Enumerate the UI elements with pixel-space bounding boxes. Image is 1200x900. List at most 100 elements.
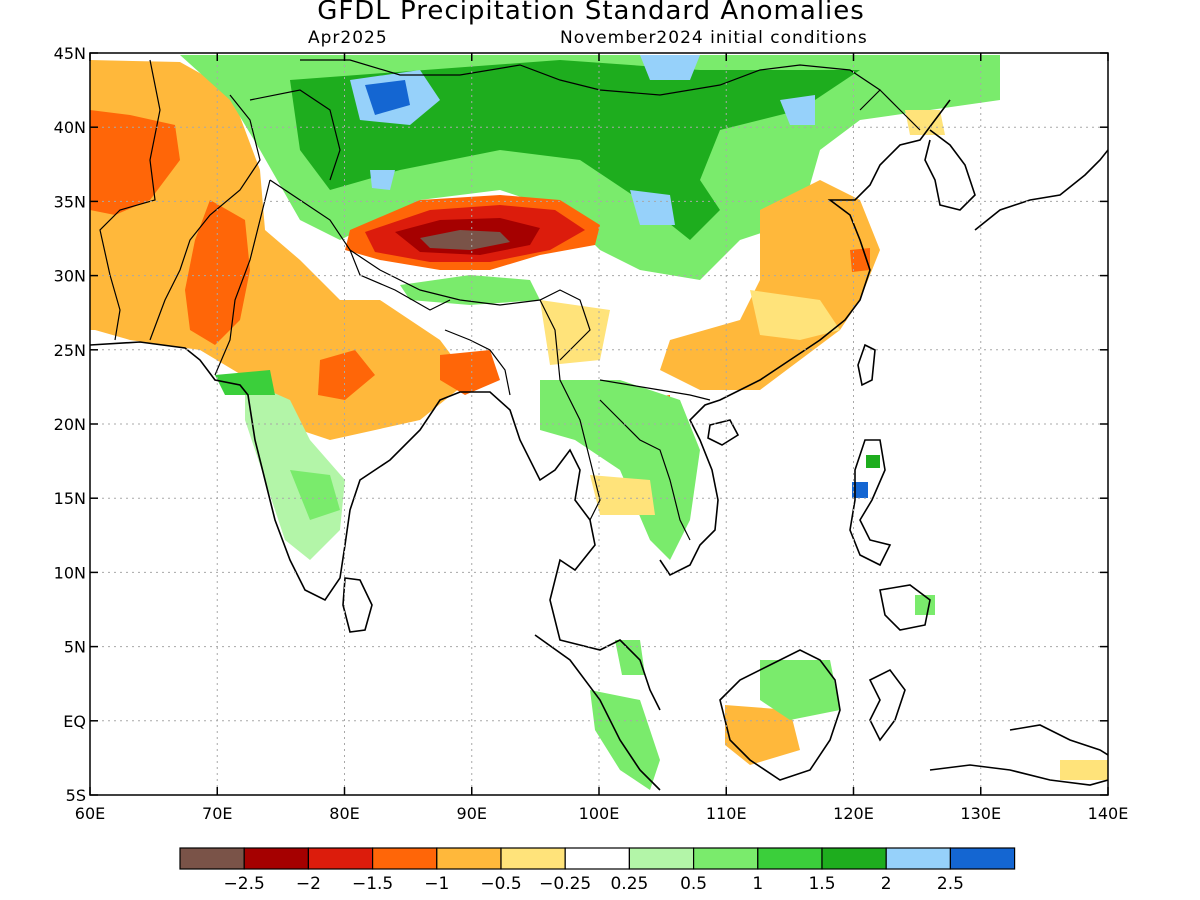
colorbar-swatch: [307, 847, 374, 870]
border-bangladesh: [444, 329, 511, 396]
coastline-japan: [974, 149, 1108, 231]
colorbar-label: 2: [881, 874, 892, 894]
anomaly-tibet-max: [420, 230, 510, 250]
anomaly-se-china-dry: [660, 180, 880, 390]
anomaly-korea-dry: [905, 110, 945, 135]
coastline-mindanao: [879, 584, 931, 631]
anomaly-mongolia-deepblue: [365, 80, 410, 115]
colorbar-label: −0.25: [539, 874, 591, 894]
anomaly-field: [90, 55, 1108, 790]
border-china-northeast: [879, 89, 921, 131]
lon-tick-label: 80E: [329, 804, 359, 823]
anomaly-iran-afghanistan: [90, 60, 470, 440]
colorbar-swatch: [372, 847, 438, 870]
anomaly-gansu-blue: [630, 190, 675, 225]
coastline-sri-lanka: [342, 577, 373, 633]
lat-tick-label: 40N: [54, 118, 86, 137]
colorbar-swatch: [500, 847, 566, 870]
border-nepal: [349, 249, 451, 311]
lat-tick-label: EQ: [63, 712, 86, 731]
coastline-luzon: [849, 439, 892, 567]
colorbar-label: 0.5: [680, 874, 707, 894]
anomaly-borneo-dry: [725, 705, 800, 765]
colorbar-label: 2.5: [937, 874, 964, 894]
coastline-arabian-sea: [90, 341, 661, 711]
lat-tick-label: 20N: [54, 415, 86, 434]
border-pakistan-india: [214, 179, 271, 376]
anomaly-malaya-wet: [615, 640, 645, 675]
colorbar-swatch: [243, 847, 309, 870]
anomaly-afghanistan-strong: [90, 110, 180, 215]
anomaly-himalaya-wet: [400, 275, 540, 305]
anomaly-ne-blue: [780, 95, 815, 125]
lat-tick-label: 35N: [54, 192, 86, 211]
colorbar-swatch: [949, 847, 1016, 870]
anomaly-xinjiang-blue: [370, 170, 395, 190]
anomaly-mindanao-wet: [915, 595, 935, 615]
colorbar-swatch: [628, 847, 695, 870]
border-india-china: [269, 179, 591, 361]
coastline-java: [929, 764, 1108, 786]
valid-month-label: Apr2025: [308, 28, 388, 48]
lon-tick-label: 120E: [833, 804, 874, 823]
border-myanmar: [539, 299, 601, 521]
colorbar: −2.5 −2 −1.5 −1 −0.5 −0.25 0.25 0.5 1 1.5 2 2.5: [179, 847, 1016, 894]
lon-tick-label: 140E: [1088, 804, 1129, 823]
colorbar-swatch: [564, 847, 631, 870]
colorbar-label: 0.25: [610, 874, 648, 894]
border-vietnam-china: [599, 379, 711, 401]
colorbar-label: 1.5: [808, 874, 835, 894]
colorbar-swatch: [821, 847, 887, 870]
colorbar-label: −1.5: [352, 874, 393, 894]
lon-tick-label: 70E: [202, 804, 232, 823]
border-laos-thailand: [599, 399, 691, 541]
anomaly-myanmar-dry: [540, 300, 610, 365]
coastline-taiwan: [857, 343, 876, 387]
coastline-new-guinea: [1009, 724, 1108, 756]
map-title: GFDL Precipitation Standard Anomalies: [317, 0, 865, 26]
colorbar-swatch: [692, 847, 759, 870]
colorbar-swatch: [885, 847, 952, 870]
lon-tick-label: 100E: [579, 804, 620, 823]
lat-tick-label: 25N: [54, 341, 86, 360]
lon-tick-label: 60E: [75, 804, 105, 823]
lon-tick-label: 110E: [706, 804, 747, 823]
lon-tick-label: 90E: [457, 804, 487, 823]
country-borders: [99, 59, 921, 541]
anomaly-bangladesh: [440, 350, 500, 395]
lat-tick-label: 15N: [54, 489, 86, 508]
coastline-korea: [924, 129, 976, 211]
colorbar-label: −2: [296, 874, 321, 894]
anomaly-sumatra-wet: [590, 690, 660, 790]
colorbar-swatch: [436, 847, 502, 870]
border-afghanistan-pakistan: [149, 94, 261, 341]
colorbar-swatch: [757, 847, 823, 870]
colorbar-swatch: [179, 847, 245, 870]
colorbar-label: −2.5: [224, 874, 265, 894]
lat-tick-label: 5S: [66, 786, 86, 805]
anomaly-western-ghats: [215, 370, 275, 395]
colorbar-label: 1: [752, 874, 763, 894]
coastline-borneo: [719, 649, 841, 781]
coastline-sulawesi: [868, 668, 906, 742]
anomaly-central-india: [318, 350, 375, 400]
border-kazakhstan-china: [249, 89, 341, 181]
coastline-sumatra: [534, 634, 661, 791]
lat-tick-label: 5N: [64, 638, 86, 657]
anomaly-new-guinea-dry: [1060, 760, 1108, 780]
colorbar-label: −0.5: [480, 874, 521, 894]
anomaly-northern-blue: [640, 55, 700, 80]
anomaly-luzon-wet: [866, 455, 880, 468]
init-conditions-label: November2024 initial conditions: [560, 28, 868, 48]
lat-tick-label: 30N: [54, 267, 86, 286]
longitude-axis: 60E 70E 80E 90E 100E 110E 120E 130E 140E: [75, 53, 1129, 823]
lon-tick-label: 130E: [960, 804, 1001, 823]
lat-tick-label: 45N: [54, 44, 86, 63]
border-mongolia: [300, 59, 881, 111]
anomaly-luzon-deepblue: [852, 482, 868, 498]
latitude-axis: 45N 40N 35N 30N 25N 20N 15N 10N 5N EQ 5S: [54, 44, 1108, 805]
anomaly-se-china-yellow: [750, 290, 840, 340]
anomaly-indochina-wet: [540, 380, 700, 560]
anomaly-borneo-wet: [760, 660, 840, 720]
